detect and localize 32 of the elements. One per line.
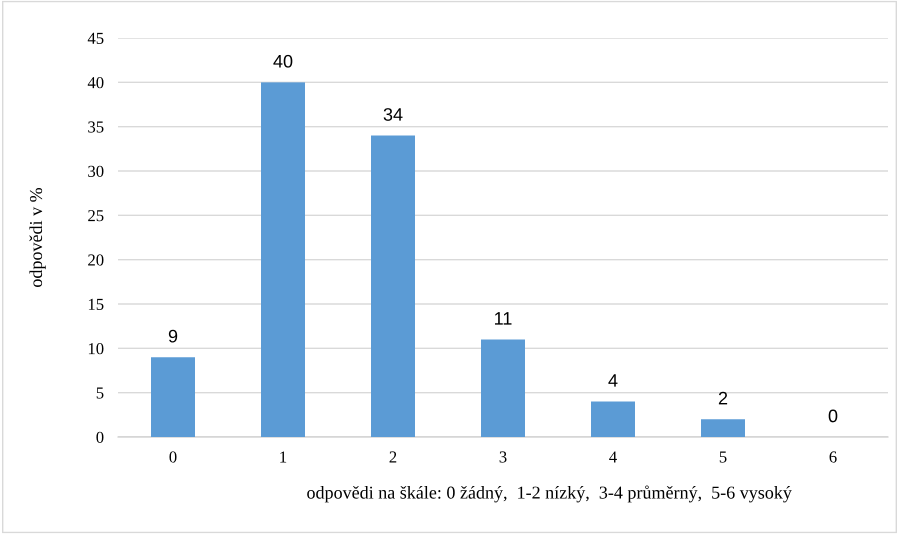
bar bbox=[481, 339, 525, 437]
y-tick-label: 40 bbox=[88, 77, 104, 88]
y-tick-label: 30 bbox=[88, 166, 104, 177]
y-tick-label: 10 bbox=[88, 343, 104, 354]
data-label: 2 bbox=[718, 392, 728, 404]
y-tick-label: 45 bbox=[88, 32, 104, 44]
x-tick-label: 5 bbox=[720, 452, 727, 463]
y-tick-label: 20 bbox=[88, 254, 104, 266]
y-tick-label: 35 bbox=[88, 121, 104, 133]
y-tick-label: 5 bbox=[96, 388, 104, 399]
data-label: 9 bbox=[168, 330, 178, 343]
bar bbox=[371, 136, 415, 437]
x-tick-label: 3 bbox=[500, 451, 507, 463]
data-label: 0 bbox=[828, 410, 838, 422]
bar bbox=[591, 402, 635, 437]
x-tick-label: 1 bbox=[280, 451, 286, 462]
x-tick-label: 6 bbox=[830, 451, 837, 463]
x-axis-title: odpovědi na škále: 0 žádný, 1-2 nízký, 3-4 průměrný, 5-6 vysoký bbox=[307, 485, 792, 502]
y-axis-title: odpovědi v % bbox=[29, 188, 46, 287]
data-label: 4 bbox=[608, 374, 618, 387]
x-tick-label: 0 bbox=[169, 451, 177, 463]
y-tick-label: 0 bbox=[96, 432, 104, 443]
bar bbox=[151, 357, 195, 437]
y-tick-label: 15 bbox=[88, 298, 104, 310]
y-tick-label: 25 bbox=[88, 210, 104, 222]
x-tick-label: 4 bbox=[609, 451, 617, 462]
bar bbox=[701, 419, 745, 437]
bar bbox=[261, 82, 305, 437]
data-label: 40 bbox=[273, 54, 292, 68]
x-tick-label: 2 bbox=[390, 451, 396, 462]
data-label: 11 bbox=[495, 312, 512, 325]
data-label: 34 bbox=[384, 108, 403, 121]
